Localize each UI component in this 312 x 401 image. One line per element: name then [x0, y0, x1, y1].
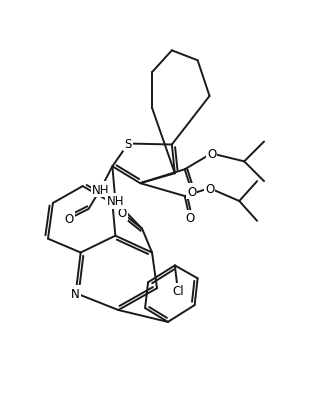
Text: NH: NH [107, 195, 124, 208]
Text: O: O [187, 185, 196, 198]
Text: NH: NH [92, 183, 109, 196]
Text: O: O [207, 148, 216, 160]
Text: O: O [185, 212, 194, 225]
Text: Cl: Cl [172, 284, 184, 297]
Text: N: N [71, 287, 80, 300]
Text: O: O [205, 182, 214, 195]
Text: O: O [64, 213, 73, 226]
Text: S: S [124, 138, 132, 151]
Text: O: O [118, 207, 127, 220]
